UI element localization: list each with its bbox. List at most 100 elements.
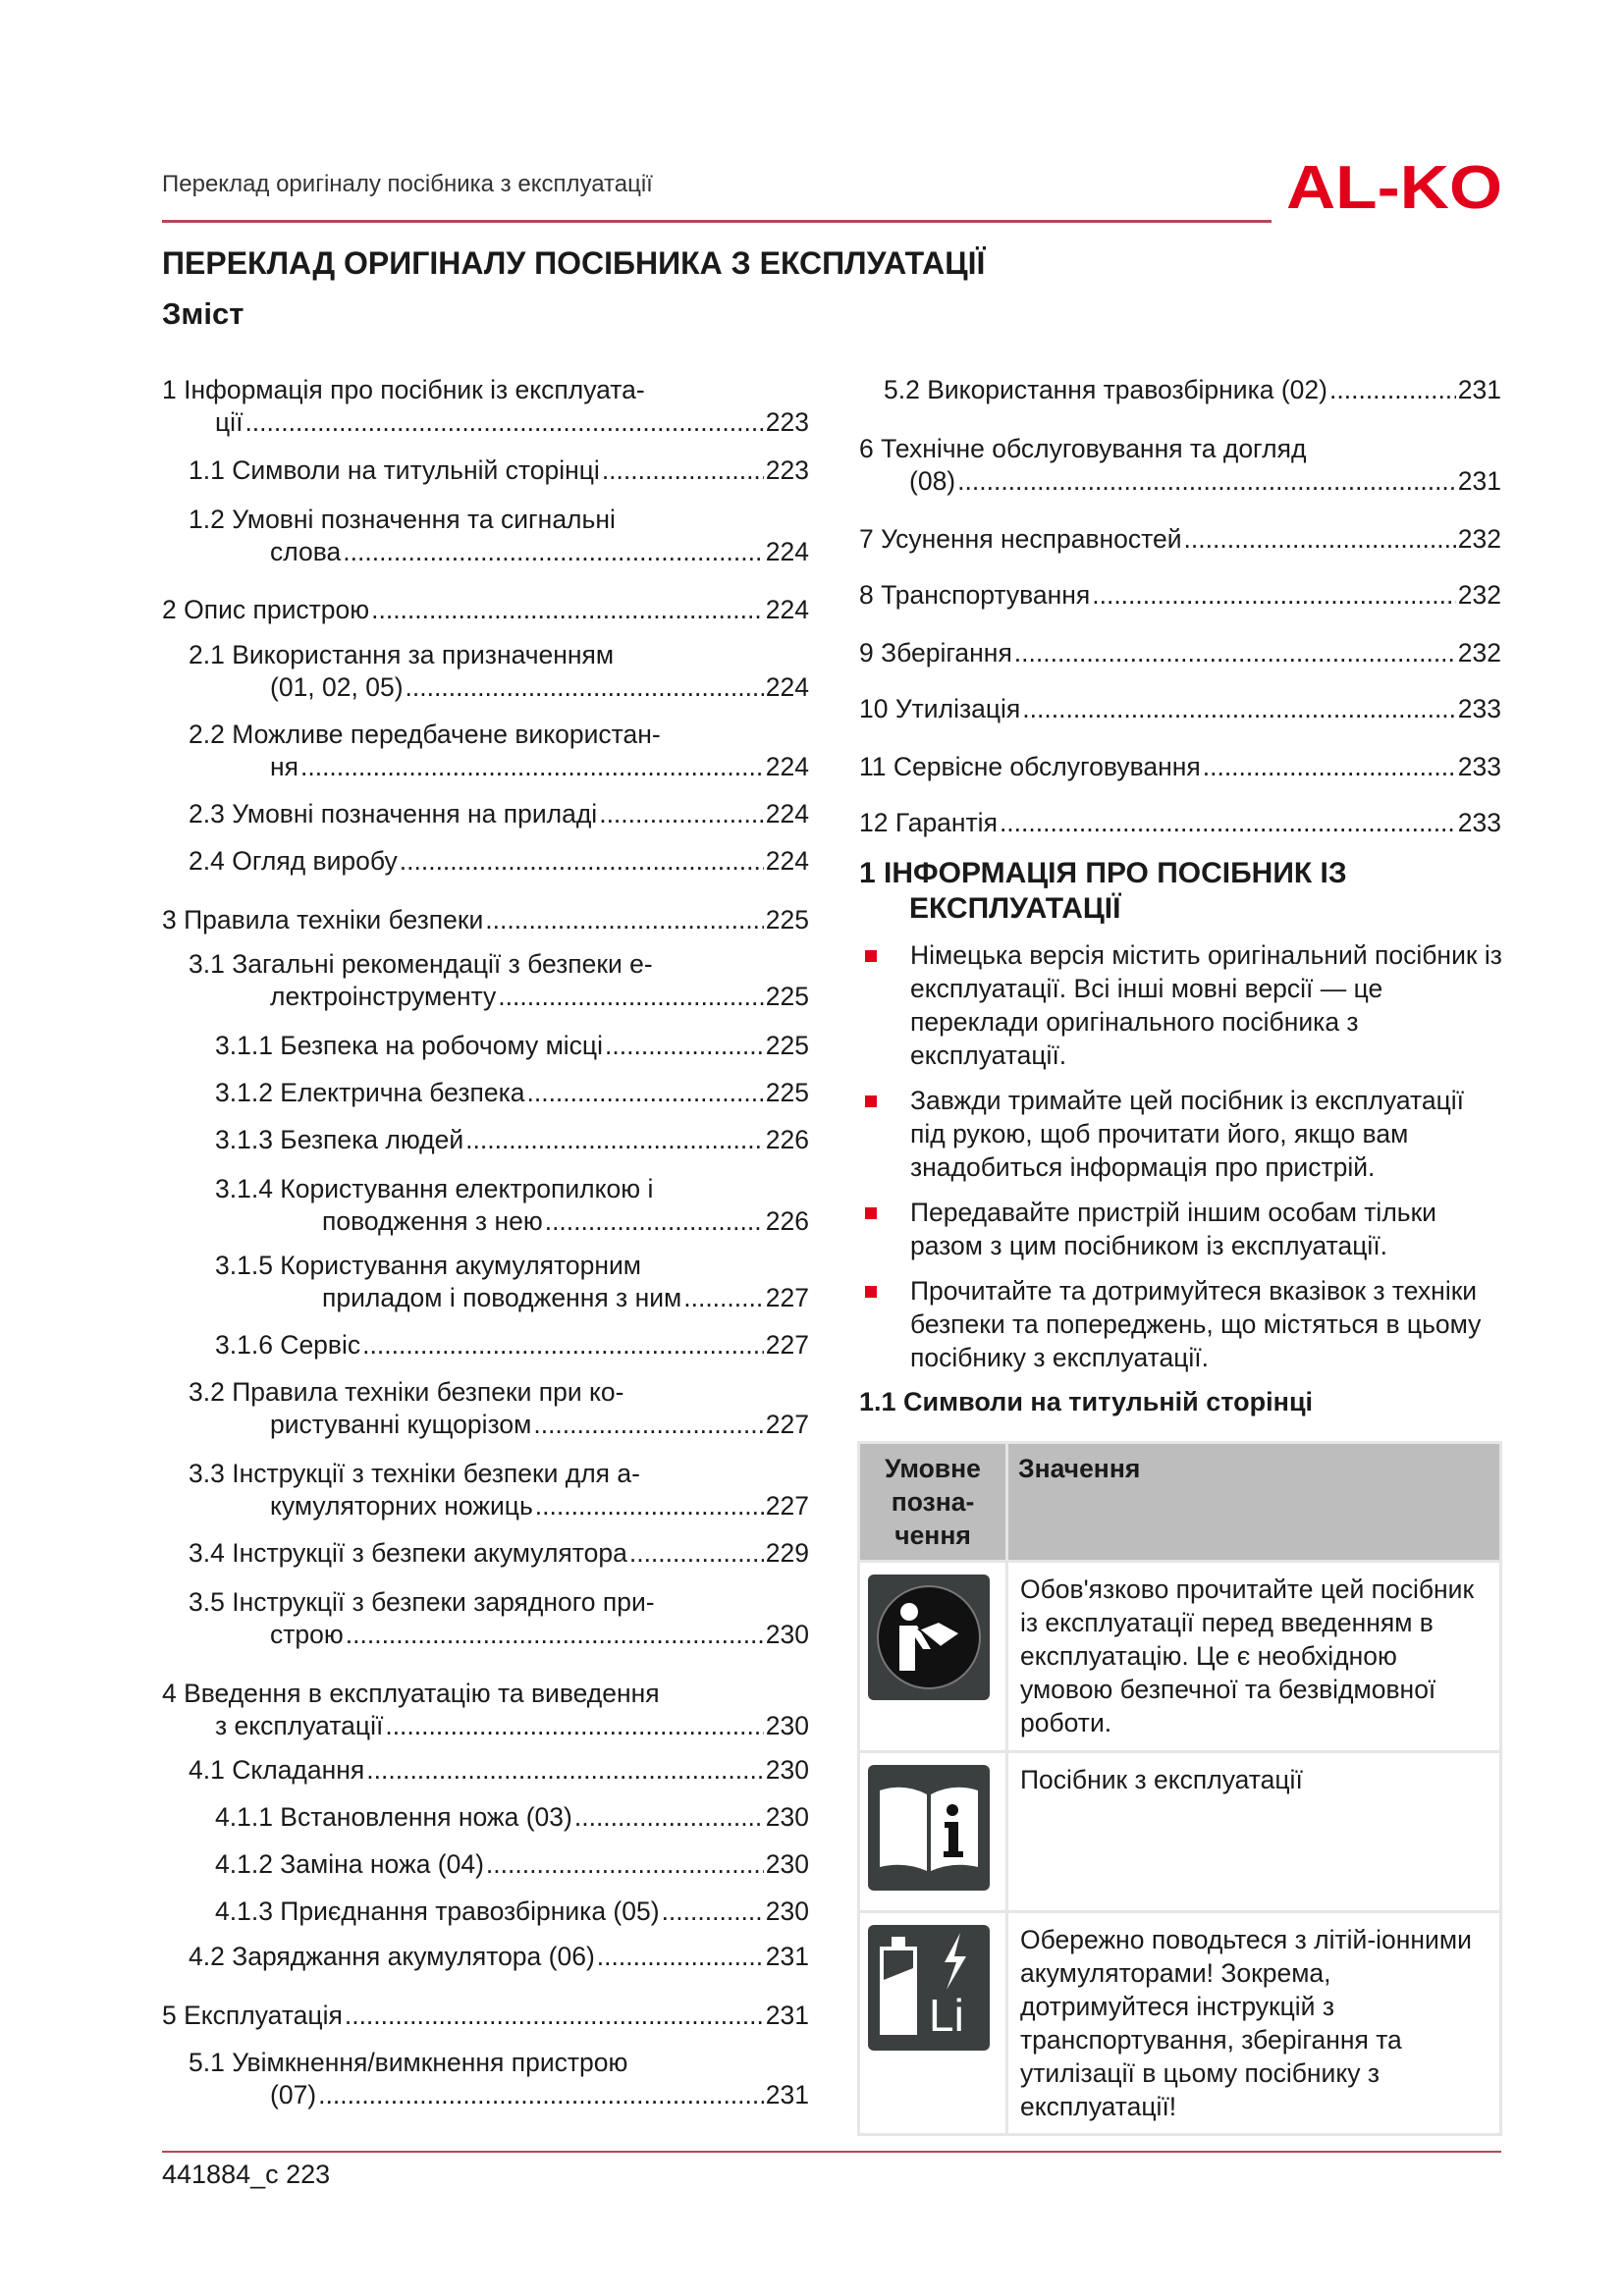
dot-leader (533, 1409, 763, 1441)
toc-entry-line: 2.1 Використання за призначенням (189, 640, 615, 669)
toc-entry-line: 4 Введення в експлуатацію та виведення (162, 1679, 660, 1708)
toc-entry[interactable]: 1.1 Символи на титульній сторінці 223 (189, 454, 809, 487)
toc-entry[interactable]: 2.2 Можливе передбачене використан-ня 224 (189, 719, 809, 783)
toc-entry[interactable]: 4 Введення в експлуатацію та виведення з … (162, 1678, 809, 1742)
toc-entry[interactable]: 4.1 Складання 230 (189, 1754, 809, 1787)
toc-entry[interactable]: 1 Інформація про посібник із експлуата-ц… (162, 374, 809, 439)
toc-page-number: 231 (1457, 466, 1501, 496)
toc-entry-line: 3.2 Правила техніки безпеки при ко- (189, 1377, 624, 1407)
toc-entry-label: кумуляторних ножиць (270, 1491, 533, 1521)
toc-entry[interactable]: 3.1.6 Сервіс 227 (215, 1329, 809, 1362)
toc-entry[interactable]: 5.1 Увімкнення/вимкнення пристрою (07) 231 (189, 2047, 809, 2111)
toc-entry-last-line: (08) 231 (859, 465, 1501, 498)
toc-entry-label: 4.1 Складання (189, 1755, 365, 1785)
toc-entry[interactable]: 12 Гарантія 233 (859, 807, 1501, 839)
toc-entry[interactable]: 5 Експлуатація 231 (162, 2000, 809, 2032)
toc-page-number: 224 (765, 799, 809, 828)
toc-page-number: 231 (765, 1942, 809, 1971)
toc-entry-last-line: ції 223 (162, 406, 809, 439)
toc-entry-label: 8 Транспортування (859, 580, 1091, 610)
toc-entry-label: приладом і поводження з ним (322, 1283, 682, 1312)
table-row: Обов'язково прочитайте цей посібник із е… (860, 1563, 1499, 1750)
toc-entry-last-line: 3.1.3 Безпека людей 226 (215, 1124, 809, 1156)
toc-entry[interactable]: 7 Усунення несправностей 232 (859, 523, 1501, 556)
toc-entry-last-line: 11 Сервісне обслуговування 233 (859, 751, 1501, 783)
bullet-item: Прочитайте та дотримуйтеся вказівок з те… (859, 1274, 1502, 1374)
toc-entry-line: 6 Технічне обслуговування та догляд (859, 434, 1307, 463)
toc-entry[interactable]: 11 Сервісне обслуговування 233 (859, 751, 1501, 783)
toc-entry-line: 3.3 Інструкції з техніки безпеки для а- (189, 1459, 640, 1488)
dot-leader (1014, 637, 1456, 669)
meaning-cell: Обов'язково прочитайте цей посібник із е… (1008, 1563, 1499, 1750)
toc-entry[interactable]: 1.2 Умовні позначення та сигнальні слова 2… (189, 504, 809, 568)
toc-entry-label: (08) (909, 466, 956, 496)
toc-entry-label: 3.1.6 Сервіс (215, 1330, 361, 1360)
toc-entry-last-line: 3.1.1 Безпека на робочому місці 225 (215, 1030, 809, 1062)
toc-entry-last-line: слова 224 (189, 536, 809, 568)
toc-page-number: 232 (1457, 524, 1501, 554)
toc-page-number: 230 (765, 1711, 809, 1740)
toc-entry-last-line: 4.1.1 Встановлення ножа (03) 230 (215, 1801, 809, 1834)
toc-page-number: 225 (765, 905, 809, 934)
toc-entry-last-line: 12 Гарантія 233 (859, 807, 1501, 839)
svg-text:Li: Li (929, 1990, 964, 2041)
bullet-square-icon (865, 950, 877, 962)
toc-entry[interactable]: 3.1.5 Користування акумуляторним приладом… (215, 1250, 809, 1314)
footer-rule (162, 2151, 1501, 2153)
toc-entry-label: 4.2 Заряджання акумулятора (06) (189, 1942, 595, 1971)
toc-entry[interactable]: 6 Технічне обслуговування та догляд (08) 2… (859, 433, 1501, 498)
toc-entry-line: 3.5 Інструкції з безпеки зарядного при- (189, 1587, 655, 1617)
toc-page-number: 227 (765, 1491, 809, 1521)
alko-logo: AL-KO (1286, 157, 1502, 216)
toc-entry[interactable]: 5.2 Використання травозбірника (02) 231 (884, 374, 1501, 406)
dot-leader (343, 536, 764, 568)
toc-entry-last-line: 3.1.2 Електрична безпека 225 (215, 1077, 809, 1109)
toc-entry-last-line: з експлуатації 230 (162, 1710, 809, 1742)
dot-leader (662, 1896, 764, 1928)
toc-entry[interactable]: 4.1.1 Встановлення ножа (03) 230 (215, 1801, 809, 1834)
toc-entry-label: строю (270, 1620, 344, 1649)
toc-entry-label: 5.2 Використання травозбірника (02) (884, 375, 1327, 404)
dot-leader (345, 2000, 764, 2032)
toc-entry[interactable]: 2 Опис пристрою 224 (162, 594, 809, 626)
toc-entry[interactable]: 3.1.2 Електрична безпека 225 (215, 1077, 809, 1109)
toc-page-number: 230 (765, 1849, 809, 1879)
toc-entry-label: з експлуатації (215, 1711, 384, 1740)
toc-entry[interactable]: 3.1.3 Безпека людей 226 (215, 1124, 809, 1156)
toc-entry-label: 7 Усунення несправностей (859, 524, 1182, 554)
toc-entry-label: 2.3 Умовні позначення на приладі (189, 799, 598, 828)
toc-entry[interactable]: 3.1 Загальні рекомендації з безпеки е-ле… (189, 948, 809, 1013)
dot-leader (605, 1030, 764, 1062)
toc-entry[interactable]: 2.4 Огляд виробу 224 (189, 845, 809, 878)
toc-entry[interactable]: 3.1.4 Користування електропилкою і поводж… (215, 1173, 809, 1238)
toc-entry[interactable]: 4.1.3 Приєднання травозбірника (05) 230 (215, 1896, 809, 1928)
toc-page-number: 231 (765, 2001, 809, 2030)
toc-entry[interactable]: 8 Транспортування 232 (859, 579, 1501, 612)
toc-entry[interactable]: 3.5 Інструкції з безпеки зарядного при-с… (189, 1586, 809, 1651)
dot-leader (1092, 579, 1456, 612)
toc-page-number: 223 (765, 455, 809, 485)
toc-page-number: 227 (765, 1330, 809, 1360)
toc-entry[interactable]: 10 Утилізація 233 (859, 693, 1501, 725)
toc-entry-label: лектроінструменту (270, 982, 497, 1011)
toc-entry[interactable]: 3 Правила техніки безпеки 225 (162, 904, 809, 936)
toc-entry-label: 4.1.3 Приєднання травозбірника (05) (215, 1896, 660, 1926)
toc-entry-last-line: поводження з нею 226 (215, 1205, 809, 1238)
toc-entry-label: 5 Експлуатація (162, 2001, 343, 2030)
toc-entry-last-line: 10 Утилізація 233 (859, 693, 1501, 725)
toc-entry[interactable]: 3.1.1 Безпека на робочому місці 225 (215, 1030, 809, 1062)
toc-entry[interactable]: 3.4 Інструкції з безпеки акумулятора 229 (189, 1537, 809, 1570)
toc-entry[interactable]: 4.2 Заряджання акумулятора (06) 231 (189, 1941, 809, 1973)
toc-entry-last-line: 2 Опис пристрою 224 (162, 594, 809, 626)
dot-leader (362, 1329, 764, 1362)
toc-entry[interactable]: 3.2 Правила техніки безпеки при ко-ристу… (189, 1376, 809, 1441)
li-ion-battery-icon: Li (868, 1925, 990, 2051)
toc-entry[interactable]: 9 Зберігання 232 (859, 637, 1501, 669)
toc-entry[interactable]: 3.3 Інструкції з техніки безпеки для а-к… (189, 1458, 809, 1522)
toc-entry-label: поводження з нею (322, 1206, 543, 1236)
toc-entry[interactable]: 2.1 Використання за призначенням (01, 02,… (189, 639, 809, 704)
meaning-cell: Посібник з експлуатації (1008, 1753, 1499, 1910)
toc-entry-line: 3.1.5 Користування акумуляторним (215, 1251, 642, 1280)
toc-entry[interactable]: 2.3 Умовні позначення на приладі 224 (189, 798, 809, 830)
toc-entry[interactable]: 4.1.2 Заміна ножа (04) 230 (215, 1848, 809, 1881)
